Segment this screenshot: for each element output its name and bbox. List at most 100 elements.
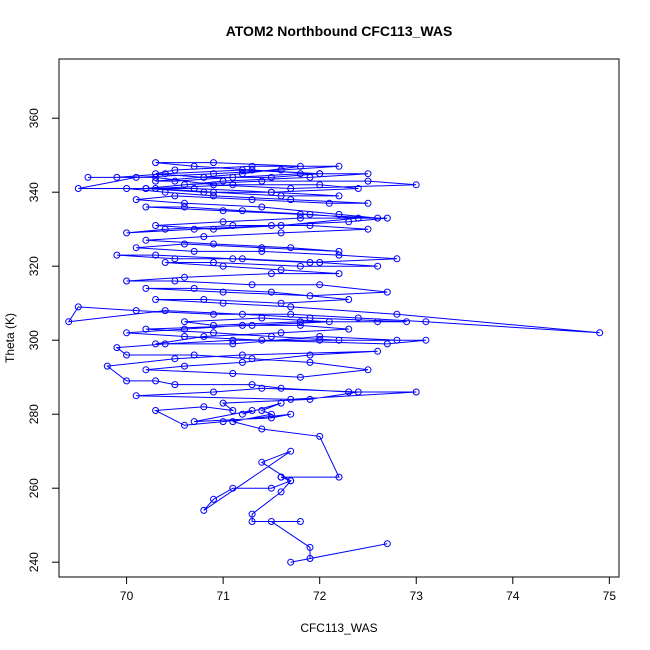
data-point [335, 251, 343, 259]
data-point [181, 181, 188, 189]
data-point [132, 307, 140, 315]
data-point [210, 188, 217, 196]
data-point [277, 384, 285, 392]
data-point [277, 299, 285, 307]
data-point [306, 543, 314, 551]
data-point [383, 340, 391, 348]
data-point [258, 407, 266, 414]
data-point [181, 333, 188, 340]
data-point [316, 281, 324, 289]
data-point [287, 558, 295, 566]
data-point [84, 173, 92, 181]
data-point [306, 351, 314, 359]
data-point [161, 225, 169, 233]
data-point [219, 218, 227, 226]
data-point [132, 244, 140, 252]
data-point [123, 229, 131, 237]
data-point [210, 225, 217, 233]
data-point [258, 384, 266, 392]
data-point [316, 259, 324, 266]
x-tick-label: 74 [506, 589, 520, 603]
data-point [383, 214, 391, 222]
data-point [248, 355, 256, 363]
data-point [287, 196, 295, 204]
data-point [171, 381, 179, 389]
data-point [152, 377, 160, 385]
data-point [171, 192, 179, 200]
data-point [181, 325, 188, 333]
data-point [258, 336, 266, 344]
data-point [161, 307, 169, 315]
data-point [229, 418, 237, 426]
data-point [200, 188, 208, 196]
data-point [74, 185, 82, 192]
data-point [200, 296, 208, 303]
data-point [412, 388, 420, 396]
data-point [171, 255, 179, 263]
data-point [248, 407, 256, 414]
data-point [210, 329, 217, 337]
data-point [181, 273, 188, 281]
data-point [393, 255, 401, 263]
data-point [229, 222, 237, 229]
data-point [345, 296, 353, 303]
data-point [345, 388, 353, 396]
data-point [296, 318, 304, 326]
data-point [132, 392, 140, 400]
data-point [238, 351, 246, 359]
data-point [142, 236, 150, 244]
data-point [210, 159, 217, 167]
data-point [354, 185, 362, 192]
data-point [316, 170, 324, 178]
data-point [325, 318, 333, 326]
data-point [200, 333, 208, 340]
data-point [258, 203, 266, 211]
data-point [403, 318, 411, 326]
data-point [277, 329, 285, 337]
data-point [374, 214, 382, 222]
x-tick-label: 70 [120, 589, 134, 603]
data-point [354, 388, 362, 396]
data-point [238, 410, 246, 418]
data-point [393, 336, 401, 344]
data-point [219, 299, 227, 307]
data-point [316, 432, 324, 440]
data-point [267, 518, 275, 525]
data-point [229, 407, 237, 414]
data-point [210, 388, 217, 396]
data-point [229, 255, 237, 263]
data-point [354, 314, 362, 322]
data-point [238, 358, 246, 366]
y-tick-label: 280 [27, 404, 41, 424]
data-point [277, 473, 285, 481]
data-point [142, 366, 150, 374]
y-axis: 240 260 280 300 320 340 360 [27, 108, 59, 572]
plot-frame [58, 58, 620, 578]
data-point [229, 484, 237, 492]
data-point [113, 251, 121, 259]
data-point [210, 170, 217, 178]
data-point [142, 284, 150, 292]
y-tick-label: 360 [27, 108, 41, 128]
data-point [190, 185, 198, 192]
data-point [132, 173, 140, 181]
data-point [277, 192, 285, 200]
data-point [74, 303, 82, 311]
data-point [325, 199, 333, 207]
data-point [258, 244, 266, 252]
data-point [287, 447, 295, 455]
data-point [190, 284, 198, 292]
data-point [200, 173, 208, 181]
data-point [335, 270, 343, 278]
data-point [171, 177, 179, 185]
data-point [296, 210, 304, 218]
data-point [238, 310, 246, 318]
data-point [258, 247, 266, 255]
data-point [364, 199, 372, 207]
data-point [152, 185, 160, 192]
data-point [229, 370, 237, 377]
data-point [267, 173, 275, 181]
data-point [238, 207, 246, 215]
data-point [65, 318, 73, 326]
data-point [142, 185, 150, 192]
